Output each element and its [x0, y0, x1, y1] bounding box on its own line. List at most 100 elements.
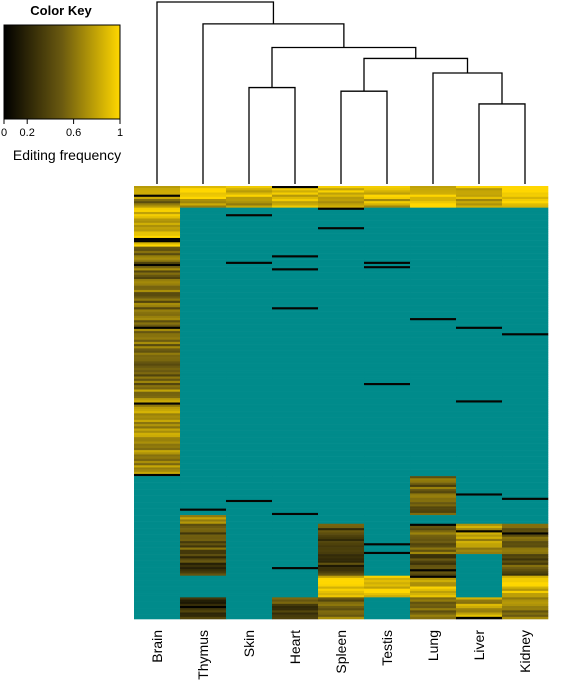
heatmap-cell	[502, 365, 549, 369]
heatmap-cell	[180, 517, 227, 520]
dendrogram-branch	[478, 103, 526, 184]
heatmap-cell	[226, 220, 273, 224]
heatmap-cell	[134, 196, 181, 200]
heatmap-cell	[134, 417, 181, 421]
heatmap-cell	[502, 341, 549, 345]
heatmap-cell	[456, 406, 503, 410]
heatmap-cell	[226, 582, 273, 585]
heatmap-cell	[502, 549, 549, 553]
heatmap-cell	[410, 471, 457, 475]
heatmap-cell	[456, 333, 503, 336]
heatmap-cell	[502, 499, 549, 503]
heatmap-cell	[180, 298, 227, 302]
heatmap-cell	[456, 569, 503, 572]
heatmap-cell	[134, 350, 181, 353]
heatmap-cell	[456, 203, 503, 206]
heatmap-cell	[364, 549, 411, 553]
heatmap-cell	[410, 528, 457, 531]
heatmap-cell	[134, 205, 181, 208]
heatmap-cell	[134, 250, 181, 254]
heatmap-cell	[226, 404, 273, 408]
heatmap-cell	[272, 335, 319, 338]
heatmap-cell	[502, 612, 549, 615]
heatmap-cell	[502, 387, 549, 390]
heatmap-cell	[272, 556, 319, 559]
heatmap-cell	[456, 404, 503, 408]
heatmap-cell	[134, 586, 181, 589]
heatmap-cell	[272, 305, 319, 308]
heatmap-cell	[318, 441, 365, 444]
heatmap-cell	[226, 424, 273, 427]
heatmap-cell	[410, 506, 457, 509]
heatmap-cell	[410, 313, 457, 317]
heatmap-cell	[502, 348, 549, 351]
heatmap-cell	[502, 194, 549, 198]
heatmap-cell	[364, 610, 411, 613]
heatmap-cell	[272, 311, 319, 315]
heatmap-cell	[318, 409, 365, 412]
heatmap-cell	[410, 530, 457, 533]
heatmap-cell	[180, 467, 227, 470]
heatmap-cell	[502, 196, 549, 200]
heatmap-cell	[410, 370, 457, 373]
heatmap-cell	[502, 486, 549, 490]
heatmap-cell	[180, 465, 227, 468]
heatmap-cell	[272, 365, 319, 369]
heatmap-cell	[502, 571, 549, 574]
heatmap-cell	[364, 363, 411, 366]
heatmap-cell	[410, 569, 457, 572]
heatmap-cell	[364, 341, 411, 345]
heatmap-cell	[134, 547, 181, 551]
heatmap-cell	[502, 302, 549, 306]
heatmap-cell	[134, 515, 181, 518]
heatmap-cell	[226, 411, 273, 414]
heatmap-cell	[364, 608, 411, 611]
heatmap-cell	[180, 419, 227, 423]
heatmap-cell	[410, 421, 457, 425]
heatmap-cell	[272, 242, 319, 245]
heatmap-cell	[272, 244, 319, 247]
heatmap-cell	[318, 571, 365, 574]
heatmap-cell	[226, 237, 273, 241]
heatmap-cell	[456, 517, 503, 520]
heatmap-cell	[456, 259, 503, 263]
heatmap-cell	[410, 266, 457, 269]
heatmap-cell	[180, 300, 227, 304]
heatmap-cell	[502, 456, 549, 460]
heatmap-cell	[456, 313, 503, 317]
heatmap-cell	[180, 361, 227, 364]
heatmap-cell	[272, 614, 319, 618]
heatmap-cell	[502, 283, 549, 286]
heatmap-cell	[502, 255, 549, 258]
heatmap-cell	[180, 318, 227, 321]
heatmap-cell	[226, 476, 273, 479]
heatmap-cell	[272, 409, 319, 412]
heatmap-cell	[134, 220, 181, 224]
heatmap-cell	[180, 614, 227, 618]
heatmap-cell	[364, 227, 411, 230]
heatmap-cell	[456, 188, 503, 191]
heatmap-cell	[226, 437, 273, 440]
heatmap-cell	[364, 573, 411, 576]
heatmap-cell	[180, 560, 227, 564]
heatmap-cell	[226, 227, 273, 230]
heatmap-cell	[180, 506, 227, 509]
heatmap-cell	[502, 380, 549, 384]
heatmap-cell	[318, 614, 365, 618]
heatmap-cell	[502, 489, 549, 492]
heatmap-cell	[502, 480, 549, 483]
heatmap-cell	[364, 296, 411, 299]
heatmap-cell	[364, 486, 411, 490]
heatmap-cell	[226, 266, 273, 269]
heatmap-cell	[226, 398, 273, 401]
heatmap-cell	[318, 603, 365, 607]
heatmap-cell	[364, 428, 411, 431]
heatmap-cell	[502, 209, 549, 213]
heatmap-cell	[456, 263, 503, 267]
heatmap-cell	[364, 606, 411, 609]
heatmap-cell	[226, 285, 273, 289]
heatmap-cell	[134, 571, 181, 574]
heatmap-cell	[502, 439, 549, 442]
heatmap-cell	[364, 499, 411, 503]
heatmap-cell	[226, 603, 273, 607]
